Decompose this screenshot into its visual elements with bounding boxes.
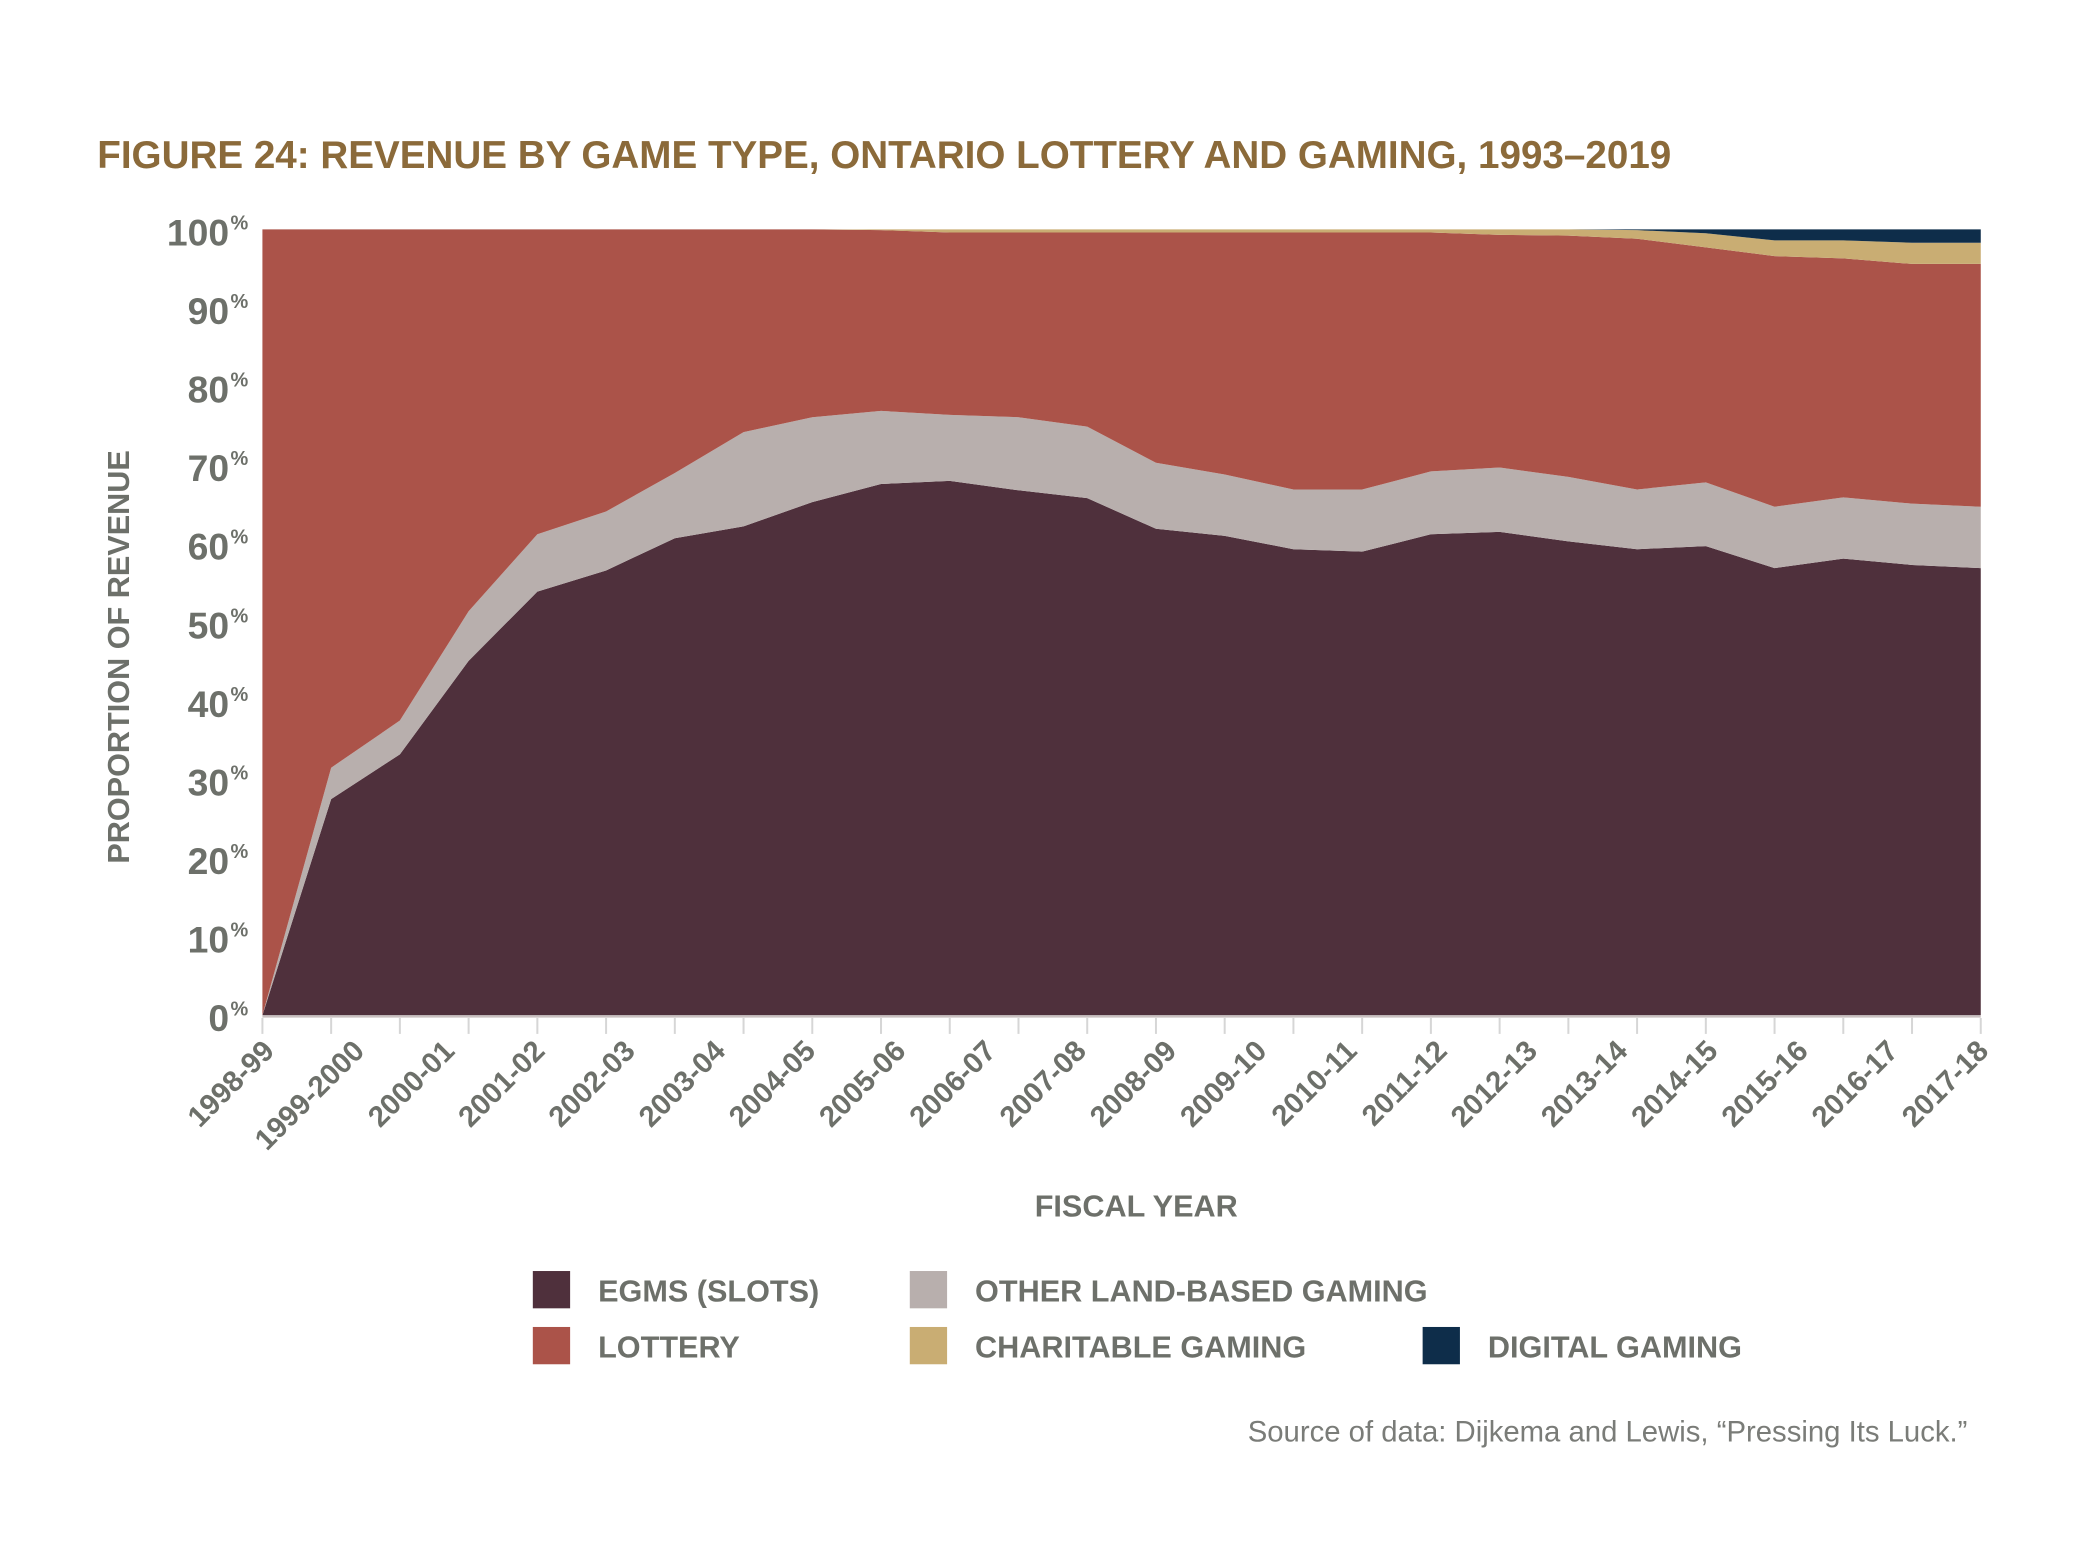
y-tick-percent: %	[230, 212, 248, 234]
y-tick-label: 100	[167, 211, 229, 253]
legend-swatch-charitable-gaming	[909, 1326, 948, 1365]
y-axis-title: PROPORTION OF REVENUE	[102, 450, 136, 863]
x-tick-label: 2011-12	[1355, 1034, 1453, 1132]
x-tick-label: 2000-01	[362, 1034, 461, 1133]
x-tick-label: 2007-08	[993, 1034, 1092, 1133]
y-tick-percent: %	[230, 605, 248, 627]
y-tick-percent: %	[230, 998, 248, 1020]
y-tick-label: 80	[188, 369, 229, 411]
x-tick-label: 2015-16	[1715, 1034, 1814, 1133]
y-tick-label: 90	[188, 290, 229, 332]
x-tick-label: 2013-14	[1535, 1034, 1635, 1134]
legend-label-digital-gaming: DIGITAL GAMING	[1488, 1331, 1742, 1365]
y-tick-label: 40	[188, 683, 229, 725]
x-tick-label: 2002-03	[542, 1034, 641, 1133]
legend-label-lottery: LOTTERY	[598, 1331, 740, 1365]
legend-swatch-egms-slots	[532, 1271, 571, 1309]
y-tick-percent: %	[230, 527, 248, 549]
x-tick-label: 2005-06	[813, 1034, 912, 1133]
x-tick-label: 2006-07	[903, 1034, 1002, 1133]
plot-areas	[262, 229, 1981, 1016]
x-tick-label: 2004-05	[723, 1034, 822, 1133]
legend-swatch-digital-gaming	[1422, 1326, 1460, 1365]
y-tick-percent: %	[230, 291, 248, 313]
y-tick-percent: %	[230, 762, 248, 784]
y-tick-percent: %	[230, 684, 248, 706]
area-egms-slots	[262, 480, 1981, 1016]
y-tick-label: 10	[188, 919, 229, 961]
area-lottery	[262, 229, 1981, 1016]
legend: EGMS (SLOTS) OTHER LAND-BASED GAMING LOTTE…	[532, 1271, 1742, 1365]
x-tick-label: 2003-04	[632, 1034, 732, 1134]
x-tick-label: 2008-09	[1084, 1034, 1183, 1133]
legend-swatch-lottery	[532, 1326, 571, 1365]
x-tick-label: 2016-17	[1805, 1034, 1904, 1133]
y-tick-percent: %	[230, 448, 248, 470]
x-axis-title: FISCAL YEAR	[1035, 1189, 1238, 1223]
legend-label-charitable-gaming: CHARITABLE GAMING	[975, 1331, 1306, 1365]
y-tick-label: 20	[188, 840, 229, 882]
y-tick-label: 60	[188, 526, 229, 568]
y-tick-percent: %	[230, 841, 248, 863]
x-axis: 1998-991999-20002000-012001-022002-03200…	[181, 1015, 1995, 1157]
y-tick-label: 0	[208, 997, 229, 1039]
legend-label-egms-slots: EGMS (SLOTS)	[598, 1275, 819, 1309]
y-tick-label: 30	[188, 761, 229, 803]
legend-swatch-other-land-based-gaming	[909, 1271, 948, 1309]
x-tick-label: 2014-15	[1625, 1034, 1724, 1133]
y-tick-label: 70	[188, 447, 229, 489]
area-digital-gaming	[262, 229, 1981, 243]
x-tick-label: 2009-10	[1174, 1034, 1273, 1133]
x-tick-label: 2012-13	[1445, 1034, 1544, 1133]
y-axis: 0 %10 %20 %30 %40 %50 %60 %70 %80 %90 %100%	[167, 211, 249, 1039]
x-tick-label: 2001-02	[452, 1034, 551, 1133]
legend-label-other-land-based-gaming: OTHER LAND-BASED GAMING	[975, 1275, 1428, 1309]
x-tick-label: 2010-11	[1265, 1034, 1363, 1132]
y-tick-label: 50	[188, 604, 229, 646]
chart-title: FIGURE 24: REVENUE BY GAME TYPE, ONTARIO…	[97, 134, 1671, 177]
y-tick-percent: %	[230, 370, 248, 392]
source-note: Source of data: Dijkema and Lewis, “Pres…	[1248, 1416, 1968, 1449]
x-tick-label: 2017-18	[1896, 1034, 1995, 1133]
y-tick-percent: %	[230, 920, 248, 942]
